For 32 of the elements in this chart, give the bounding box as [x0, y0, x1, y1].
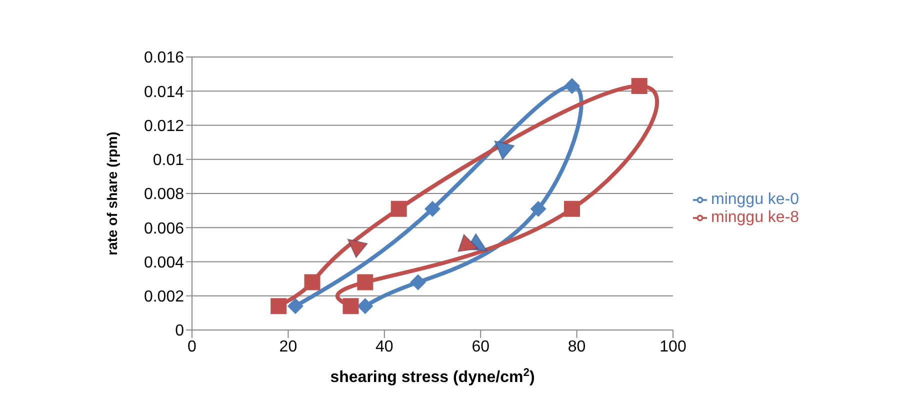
point	[564, 200, 580, 217]
point	[304, 274, 320, 290]
y-tick-label: 0.01	[152, 152, 184, 170]
x-tick-label: 0	[188, 338, 197, 356]
y-tick-label: 0.006	[144, 220, 184, 238]
legend-label: minggu ke-0	[711, 191, 800, 208]
y-tick-label: 0	[175, 322, 184, 340]
y-tick-label: 0.016	[144, 50, 184, 67]
y-tick-label: 0.012	[144, 118, 184, 135]
point	[287, 298, 304, 314]
y-tick-label: 0.004	[144, 254, 184, 272]
y-tick-label: 0.008	[144, 186, 184, 204]
point	[631, 78, 648, 94]
y-tick-label: 0.014	[144, 84, 184, 101]
y-axis-title: rate of share (rpm)	[104, 132, 120, 256]
point	[410, 274, 426, 290]
point	[424, 200, 440, 217]
point	[342, 298, 359, 314]
point	[357, 274, 374, 290]
x-tick-label: 20	[279, 338, 298, 356]
point	[564, 78, 580, 94]
x-tick-label: 60	[472, 338, 490, 356]
point	[530, 200, 546, 217]
legend-label: minggu ke-8	[711, 209, 800, 226]
y-tick-label: 0.002	[144, 288, 184, 306]
x-tick-label: 100	[660, 338, 686, 356]
point	[357, 298, 374, 314]
x-axis-title: shearing stress (dyne/cm$^{2}$)	[330, 367, 535, 386]
point	[390, 200, 407, 217]
point	[270, 298, 287, 314]
x-tick-label: 40	[376, 338, 394, 356]
x-tick-label: 80	[568, 338, 586, 356]
